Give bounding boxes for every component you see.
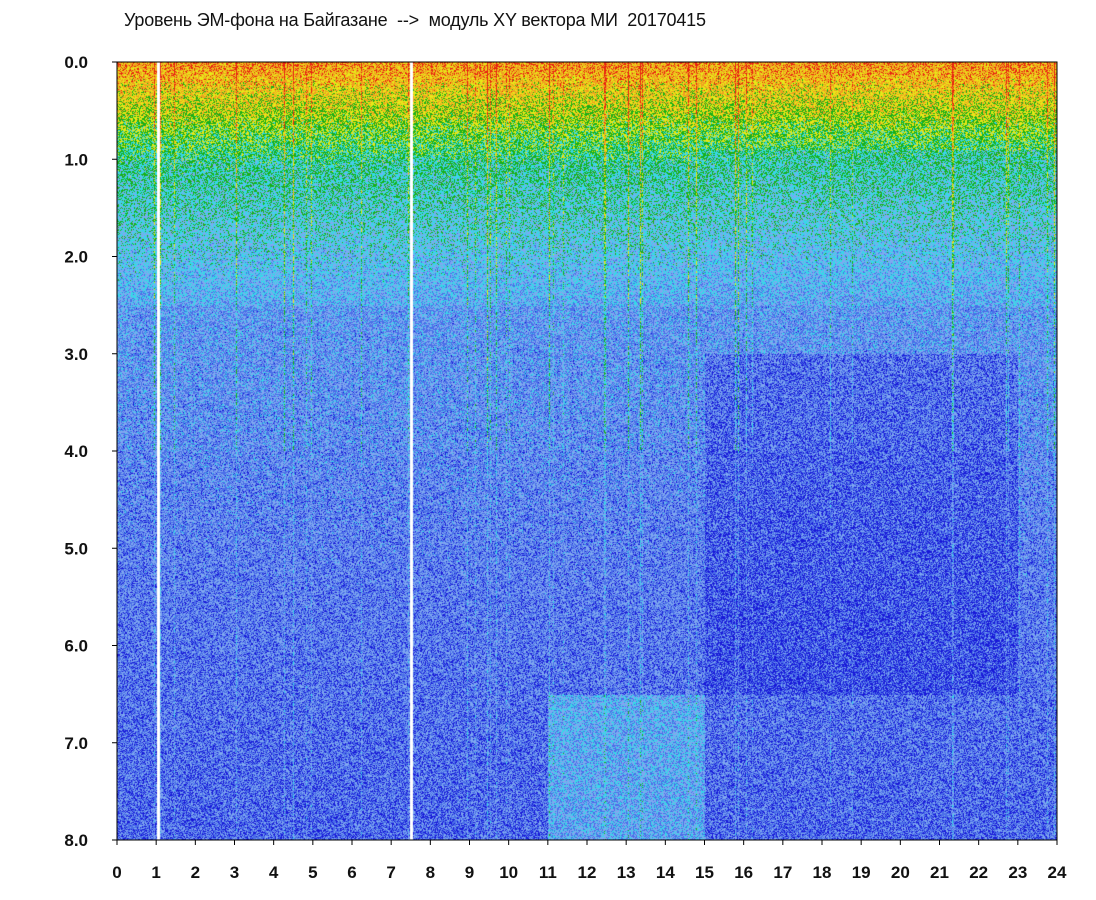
chart-title: Уровень ЭМ-фона на Байгазане --> модуль … [124,10,706,30]
y-tick-label: 4.0 [64,442,88,461]
y-tick-label: 7.0 [64,734,88,753]
x-tick-label: 13 [617,863,636,882]
y-tick-label: 1.0 [64,150,88,169]
x-tick-label: 14 [656,863,675,882]
x-tick-label: 20 [891,863,910,882]
x-axis: 0 1 2 3 4 5 6 7 8 9 10 11 12 13 14 15 16 17 18 19 20 21 22 23 24 [112,840,1067,882]
y-tick-label: 0.0 [64,53,88,72]
x-tick-label: 4 [269,863,279,882]
x-tick-label: 19 [852,863,871,882]
x-tick-label: 8 [426,863,435,882]
x-tick-label: 11 [539,863,557,882]
y-tick-label: 8.0 [64,831,88,850]
x-tick-label: 9 [465,863,474,882]
y-tick-label: 3.0 [64,345,88,364]
y-tick-label: 2.0 [64,248,88,267]
x-tick-label: 2 [191,863,200,882]
x-tick-label: 24 [1048,863,1067,882]
y-tick-label: 5.0 [64,539,88,558]
x-tick-label: 18 [813,863,832,882]
x-tick-label: 15 [695,863,714,882]
x-tick-label: 12 [578,863,597,882]
x-tick-label: 0 [112,863,121,882]
x-tick-label: 6 [347,863,356,882]
x-tick-label: 1 [151,863,160,882]
y-tick-label: 6.0 [64,637,88,656]
x-tick-label: 23 [1008,863,1027,882]
x-tick-label: 10 [499,863,518,882]
x-tick-label: 16 [734,863,753,882]
x-tick-label: 7 [386,863,395,882]
plot-frame [116,61,1058,841]
heatmap-plot [117,62,1057,840]
x-tick-label: 22 [969,863,988,882]
y-axis: 0.0 1.0 2.0 3.0 4.0 5.0 6.0 7.0 8.0 [64,53,117,850]
plot-border [116,61,1058,841]
x-tick-label: 17 [773,863,792,882]
x-tick-label: 5 [308,863,317,882]
x-tick-label: 3 [230,863,239,882]
x-tick-label: 21 [930,863,949,882]
